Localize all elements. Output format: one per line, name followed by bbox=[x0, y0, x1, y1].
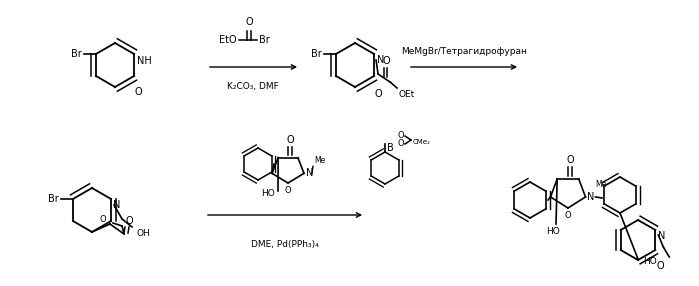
Text: O: O bbox=[286, 135, 294, 145]
Text: Br: Br bbox=[259, 35, 270, 45]
Text: OH: OH bbox=[136, 229, 150, 238]
Text: O: O bbox=[99, 215, 106, 225]
Text: O: O bbox=[656, 261, 664, 271]
Text: O: O bbox=[565, 211, 571, 220]
Text: O: O bbox=[397, 132, 403, 140]
Text: MeMgBr/Тетрагидрофуран: MeMgBr/Тетрагидрофуран bbox=[401, 47, 527, 56]
Text: N: N bbox=[377, 55, 384, 65]
Text: HO: HO bbox=[644, 257, 657, 265]
Text: N: N bbox=[306, 168, 313, 178]
Text: O: O bbox=[126, 216, 134, 226]
Text: O: O bbox=[566, 155, 574, 165]
Text: DME, Pd(PPh₃)₄: DME, Pd(PPh₃)₄ bbox=[251, 240, 319, 249]
Text: O: O bbox=[397, 140, 403, 148]
Text: EtO: EtO bbox=[219, 35, 237, 45]
Text: K₂CO₃, DMF: K₂CO₃, DMF bbox=[227, 82, 279, 91]
Text: Br: Br bbox=[311, 49, 322, 59]
Text: N: N bbox=[113, 200, 120, 210]
Text: Me: Me bbox=[314, 156, 325, 165]
Text: N: N bbox=[587, 192, 595, 202]
Text: B: B bbox=[387, 143, 394, 153]
Text: O: O bbox=[375, 89, 382, 99]
Text: O: O bbox=[284, 186, 291, 195]
Text: OEt: OEt bbox=[398, 90, 415, 99]
Text: Br: Br bbox=[71, 49, 82, 59]
Text: O: O bbox=[382, 56, 390, 66]
Text: CMe₂: CMe₂ bbox=[413, 139, 431, 145]
Text: HO: HO bbox=[546, 227, 560, 236]
Text: Br: Br bbox=[48, 194, 59, 204]
Text: N: N bbox=[658, 231, 665, 241]
Text: HO: HO bbox=[261, 190, 275, 198]
Text: Me: Me bbox=[596, 180, 607, 189]
Text: NH: NH bbox=[137, 56, 152, 66]
Text: O: O bbox=[245, 17, 253, 27]
Text: O: O bbox=[135, 87, 142, 97]
